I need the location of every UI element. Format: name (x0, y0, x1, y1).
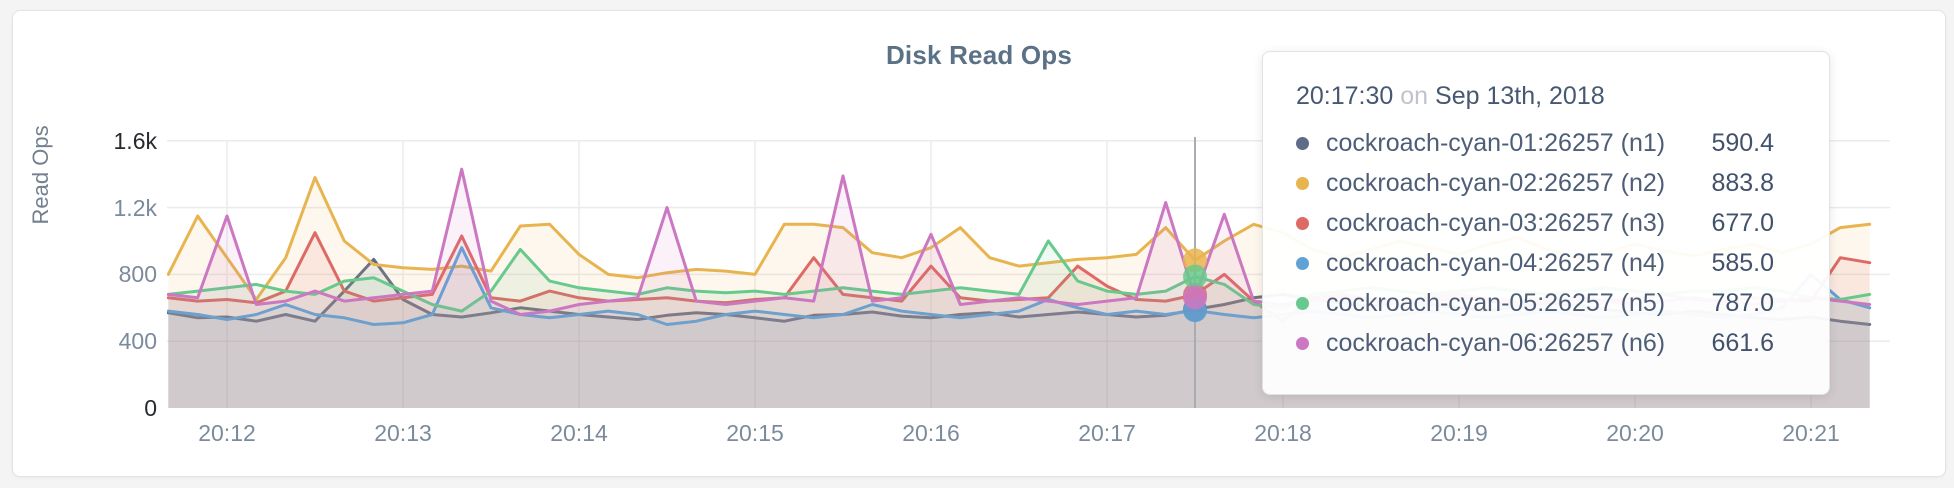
x-tick-label: 20:17 (1078, 420, 1136, 446)
series-value: 590.4 (1711, 128, 1774, 157)
x-tick-label: 20:21 (1782, 420, 1840, 446)
series-value: 883.8 (1711, 168, 1774, 197)
hover-dot-n6 (1183, 285, 1207, 310)
tooltip-on-word: on (1400, 82, 1429, 110)
y-tick-label: 800 (118, 261, 157, 288)
hover-tooltip: 20:17:30 on Sep 13th, 2018 cockroach-cya… (1262, 51, 1830, 395)
x-tick-label: 20:18 (1254, 420, 1312, 446)
tooltip-row: cockroach-cyan-05:26257 (n5) 787.0 (1296, 283, 1774, 323)
tooltip-date: Sep 13th, 2018 (1435, 82, 1605, 110)
series-value: 661.6 (1711, 328, 1774, 357)
y-tick-label: 1.6k (113, 127, 157, 154)
hover-dot-n5 (1183, 264, 1207, 289)
tooltip-row: cockroach-cyan-03:26257 (n3) 677.0 (1296, 203, 1774, 243)
tooltip-row: cockroach-cyan-04:26257 (n4) 585.0 (1296, 243, 1774, 283)
series-color-dot (1296, 336, 1309, 350)
tooltip-time: 20:17:30 (1296, 82, 1394, 110)
series-color-dot (1296, 216, 1309, 230)
series-color-dot (1296, 256, 1309, 270)
series-value: 585.0 (1711, 248, 1774, 277)
series-name: cockroach-cyan-04:26257 (n4) (1326, 248, 1666, 277)
x-tick-label: 20:13 (374, 420, 432, 446)
x-tick-label: 20:20 (1606, 420, 1664, 446)
hover-point-dots (1183, 248, 1207, 323)
series-name: cockroach-cyan-03:26257 (n3) (1326, 208, 1666, 237)
x-tick-label: 20:12 (198, 420, 256, 446)
chart-title: Disk Read Ops (885, 40, 1073, 70)
x-tick-label: 20:19 (1430, 420, 1488, 446)
x-tick-label: 20:16 (902, 420, 960, 446)
x-tick-label: 20:14 (550, 420, 608, 446)
x-tick-label: 20:15 (726, 420, 784, 446)
series-value: 677.0 (1711, 208, 1774, 237)
y-tick-label: 0 (144, 395, 157, 421)
series-name: cockroach-cyan-05:26257 (n5) (1326, 288, 1666, 317)
series-name: cockroach-cyan-01:26257 (n1) (1326, 128, 1666, 157)
tooltip-row: cockroach-cyan-02:26257 (n2) 883.8 (1296, 163, 1774, 203)
tooltip-row: cockroach-cyan-01:26257 (n1) 590.4 (1296, 123, 1774, 163)
series-name: cockroach-cyan-02:26257 (n2) (1326, 168, 1666, 197)
tooltip-timestamp: 20:17:30 on Sep 13th, 2018 (1296, 79, 1774, 113)
y-tick-label: 400 (118, 328, 157, 355)
series-value: 787.0 (1711, 288, 1774, 317)
series-color-dot (1296, 176, 1309, 190)
series-color-dot (1296, 296, 1309, 310)
series-color-dot (1296, 136, 1309, 150)
y-tick-label: 1.2k (113, 194, 157, 221)
series-name: cockroach-cyan-06:26257 (n6) (1326, 328, 1666, 357)
tooltip-row: cockroach-cyan-06:26257 (n6) 661.6 (1296, 323, 1774, 363)
